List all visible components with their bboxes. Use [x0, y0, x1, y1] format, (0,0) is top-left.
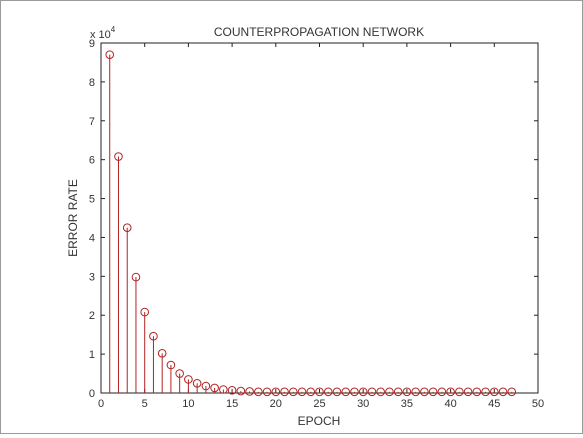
y-axis-multiplier-base: x 10 — [90, 29, 111, 41]
x-tick-label: 30 — [357, 398, 369, 410]
stem-marker — [402, 387, 412, 397]
stem-marker — [157, 349, 167, 358]
stem-marker — [280, 387, 289, 397]
stem-marker — [341, 387, 351, 397]
x-tick-label: 50 — [532, 398, 544, 410]
x-tick-label: 0 — [98, 398, 104, 410]
stem-marker — [219, 385, 228, 394]
stem-marker — [288, 387, 298, 397]
stem-marker — [437, 387, 447, 397]
stem-marker — [420, 387, 429, 397]
y-axis-multiplier-exponent: 4 — [111, 25, 116, 34]
y-tick-label: 8 — [89, 77, 95, 89]
stem-marker — [463, 387, 473, 397]
stem-marker — [411, 387, 420, 397]
stem-marker — [114, 152, 123, 161]
stem-marker — [262, 387, 272, 397]
x-tick-label: 5 — [142, 398, 148, 410]
stem-marker — [297, 387, 307, 397]
stem-marker — [332, 387, 342, 397]
x-tick-label: 25 — [313, 398, 325, 410]
stem-marker — [184, 375, 193, 384]
stem-marker — [140, 307, 149, 317]
stem-marker — [201, 381, 211, 391]
stem-marker — [323, 387, 333, 397]
stem-marker — [507, 387, 517, 397]
stem-marker — [245, 387, 254, 396]
stem-marker — [446, 387, 455, 397]
stem-marker — [175, 369, 184, 378]
plot-area — [100, 42, 539, 394]
data-marks — [105, 50, 517, 397]
y-axis-label: ERROR RATE — [66, 179, 80, 257]
y-tick-label: 3 — [89, 271, 95, 283]
stem-marker — [455, 387, 464, 397]
stem-marker — [166, 360, 176, 370]
stem-marker — [105, 50, 115, 59]
stem-marker — [236, 386, 246, 396]
y-tick-label: 9 — [89, 38, 95, 50]
x-tick-label: 15 — [226, 398, 238, 410]
x-tick-label: 40 — [444, 398, 456, 410]
x-axis-label: EPOCH — [298, 414, 341, 428]
x-tick-label: 35 — [401, 398, 413, 410]
stem-marker — [481, 387, 490, 397]
stem-marker — [350, 387, 359, 397]
stem-marker — [306, 387, 316, 397]
stem-marker — [192, 378, 202, 388]
chart-title: COUNTERPROPAGATION NETWORK — [214, 25, 424, 39]
y-tick-label: 1 — [89, 349, 95, 361]
axis-ticks — [100, 42, 539, 394]
y-tick-label: 0 — [89, 388, 95, 400]
y-tick-label: 7 — [89, 116, 95, 128]
x-tick-label: 10 — [182, 398, 194, 410]
stem-marker — [271, 387, 281, 397]
x-tick-label: 45 — [488, 398, 500, 410]
stem-marker — [210, 383, 219, 393]
stem-marker — [149, 331, 158, 341]
stem-marker — [227, 385, 237, 395]
x-tick-label: 20 — [270, 398, 282, 410]
stem-marker — [393, 387, 403, 397]
y-tick-label: 5 — [89, 194, 95, 206]
stem-marker — [472, 387, 482, 397]
stem-marker — [254, 387, 263, 397]
stem-marker — [358, 387, 368, 397]
y-tick-label: 2 — [89, 310, 95, 322]
stem-marker — [385, 387, 394, 397]
stem-marker — [367, 387, 377, 397]
y-axis-multiplier: x 104 — [90, 25, 116, 41]
stem-marker — [490, 387, 499, 397]
y-tick-label: 4 — [89, 232, 95, 244]
stem-marker — [498, 387, 508, 397]
stem-marker — [122, 223, 132, 233]
stem-marker — [131, 272, 141, 282]
y-tick-label: 6 — [89, 155, 95, 167]
stem-marker — [428, 387, 438, 397]
stem-marker — [315, 387, 324, 397]
stem-marker — [376, 387, 385, 397]
